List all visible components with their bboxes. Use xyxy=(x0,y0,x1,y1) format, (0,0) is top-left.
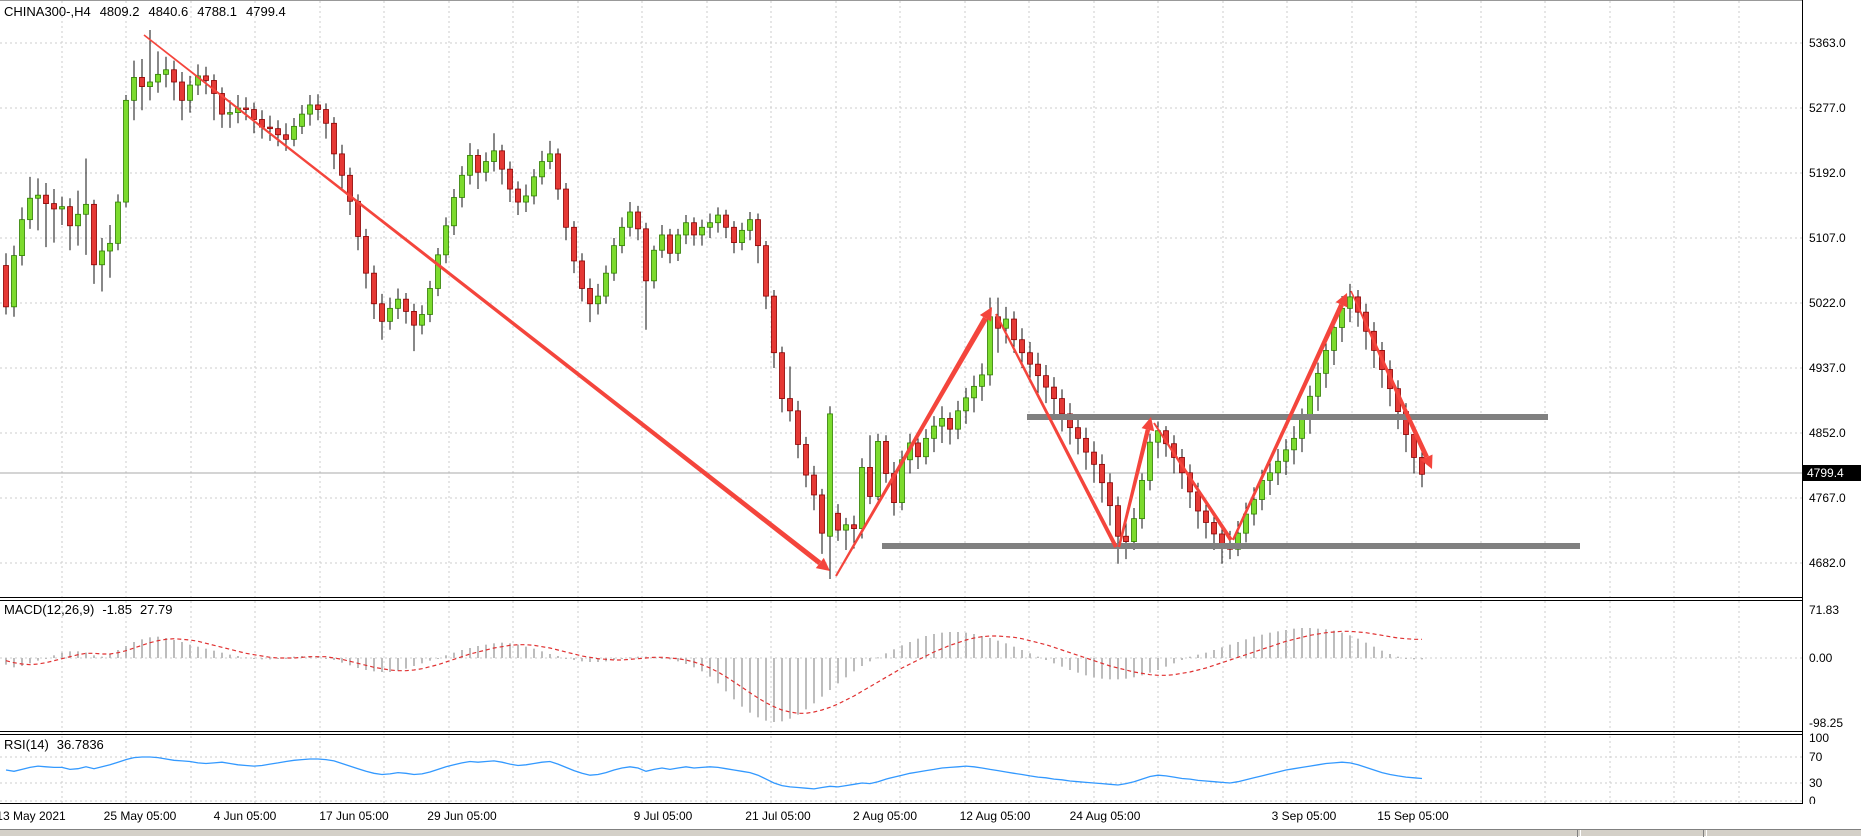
rsi-axis-label: 70 xyxy=(1809,750,1823,764)
support-line[interactable] xyxy=(882,543,1580,549)
bounce-arrow-head xyxy=(1141,417,1155,432)
bounce-arrow[interactable] xyxy=(1117,429,1151,548)
rally-arrow-1[interactable] xyxy=(835,316,988,577)
price-axis[interactable]: 5363.0 5277.0 5192.0 5107.0 5022.0 4937.0 4852… xyxy=(1803,0,1861,828)
macd-main-value: -1.85 xyxy=(102,602,132,617)
time-axis-label: 17 Jun 05:00 xyxy=(319,809,389,823)
macd-axis-label: -98.25 xyxy=(1809,716,1844,730)
price-axis-label: 4682.0 xyxy=(1809,556,1846,570)
macd-axis-label: 71.83 xyxy=(1809,603,1840,617)
open-value: 4809.2 xyxy=(99,4,140,19)
trend-arrows[interactable] xyxy=(143,34,1433,577)
high-value: 4840.6 xyxy=(148,4,189,19)
rally-arrow-2-head xyxy=(1335,293,1348,308)
time-axis-label: 24 Aug 05:00 xyxy=(1069,809,1141,823)
final-down-arrow-head xyxy=(1420,454,1433,469)
price-axis-label: 5192.0 xyxy=(1809,166,1846,180)
price-axis-label: 4852.0 xyxy=(1809,426,1846,440)
time-axis[interactable]: 13 May 2021 25 May 05:00 4 Jun 05:00 17 Jun… xyxy=(0,804,1861,828)
macd-axis-label: 0.00 xyxy=(1809,651,1833,665)
time-axis-label: 9 Jul 05:00 xyxy=(633,809,693,823)
price-axis-label: 5022.0 xyxy=(1809,296,1846,310)
rsi-axis-label: 30 xyxy=(1809,776,1823,790)
time-axis-label: 2 Aug 05:00 xyxy=(852,809,918,823)
grid-lines xyxy=(0,1,1802,803)
price-axis-label: 5277.0 xyxy=(1809,101,1846,115)
price-axis-label: 4767.0 xyxy=(1809,491,1846,505)
rsi-name: RSI(14) xyxy=(4,737,49,752)
rsi-plot xyxy=(5,756,1423,790)
rsi-axis-label: 0 xyxy=(1809,794,1816,808)
decline-line-2[interactable] xyxy=(1153,422,1233,542)
decline-line-1[interactable] xyxy=(995,313,1118,548)
time-axis-label: 13 May 2021 xyxy=(0,809,66,823)
status-bar xyxy=(0,829,1861,837)
time-axis-label: 29 Jun 05:00 xyxy=(427,809,497,823)
resistance-line[interactable] xyxy=(1027,414,1548,420)
downtrend-arrow[interactable] xyxy=(143,34,822,565)
status-bar-divider xyxy=(1703,830,1707,837)
rsi-indicator-label: RSI(14) 36.7836 xyxy=(4,737,112,752)
price-axis-label: 5107.0 xyxy=(1809,231,1846,245)
close-value: 4799.4 xyxy=(246,4,286,19)
panel-borders xyxy=(0,0,1861,804)
rsi-axis-label: 100 xyxy=(1809,731,1830,745)
chart-ohlc-header: CHINA300-,H4 4809.2 4840.6 4788.1 4799.4 xyxy=(4,4,295,19)
final-down-arrow[interactable] xyxy=(1350,290,1429,459)
macd-plot xyxy=(5,628,1423,722)
time-axis-label: 25 May 05:00 xyxy=(103,809,177,823)
candles xyxy=(3,29,1425,580)
rally-arrow-2[interactable] xyxy=(1231,303,1344,541)
downtrend-arrow-head xyxy=(815,557,830,571)
rsi-value: 36.7836 xyxy=(56,737,104,752)
time-axis-label: 3 Sep 05:00 xyxy=(1271,809,1337,823)
price-axis-label: 4937.0 xyxy=(1809,361,1846,375)
time-axis-label: 21 Jul 05:00 xyxy=(745,809,811,823)
sr-levels[interactable] xyxy=(882,414,1580,549)
low-value: 4788.1 xyxy=(197,4,237,19)
macd-signal-value: 27.79 xyxy=(139,602,173,617)
status-bar-divider xyxy=(1577,830,1581,837)
price-axis-label: 5363.0 xyxy=(1809,36,1846,50)
time-axis-label: 15 Sep 05:00 xyxy=(1377,809,1449,823)
rally-arrow-1-head xyxy=(979,307,992,322)
current-price-tag: 4799.4 xyxy=(1803,465,1861,481)
symbol-period-label: CHINA300-,H4 xyxy=(4,4,91,19)
time-axis-label: 12 Aug 05:00 xyxy=(959,809,1031,823)
time-axis-label: 4 Jun 05:00 xyxy=(213,809,277,823)
macd-name: MACD(12,26,9) xyxy=(4,602,95,617)
macd-indicator-label: MACD(12,26,9) -1.85 27.79 xyxy=(4,602,181,617)
